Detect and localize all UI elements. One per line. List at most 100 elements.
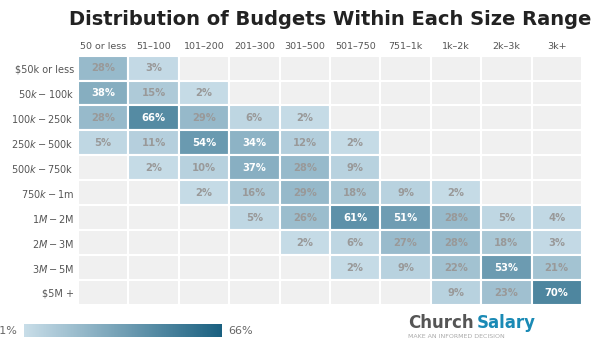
Bar xyxy=(280,280,330,305)
Bar xyxy=(330,230,380,255)
Text: 9%: 9% xyxy=(397,188,414,198)
Bar xyxy=(380,230,431,255)
Bar xyxy=(481,230,532,255)
Bar xyxy=(280,105,330,130)
Text: 10%: 10% xyxy=(192,163,216,173)
Bar xyxy=(128,255,179,280)
Text: 6%: 6% xyxy=(347,238,364,248)
Bar xyxy=(280,230,330,255)
Bar xyxy=(431,205,481,230)
Bar xyxy=(229,230,280,255)
Text: 18%: 18% xyxy=(494,238,518,248)
Bar xyxy=(380,180,431,205)
Bar xyxy=(179,255,229,280)
Text: 2%: 2% xyxy=(296,238,313,248)
Bar xyxy=(78,155,128,180)
Bar xyxy=(229,155,280,180)
Bar xyxy=(280,255,330,280)
Bar xyxy=(431,230,481,255)
Bar xyxy=(431,105,481,130)
Bar xyxy=(179,56,229,81)
Bar xyxy=(128,180,179,205)
Bar xyxy=(330,130,380,155)
Bar xyxy=(532,105,582,130)
Bar xyxy=(280,130,330,155)
Bar xyxy=(179,130,229,155)
Text: Church: Church xyxy=(408,314,473,332)
Bar xyxy=(128,130,179,155)
Text: 38%: 38% xyxy=(91,88,115,98)
Bar xyxy=(78,280,128,305)
Bar xyxy=(481,205,532,230)
Bar xyxy=(380,155,431,180)
Text: 12%: 12% xyxy=(293,138,317,148)
Text: 27%: 27% xyxy=(394,238,418,248)
Bar xyxy=(179,81,229,105)
Bar xyxy=(532,81,582,105)
Text: 6%: 6% xyxy=(246,113,263,123)
Text: 70%: 70% xyxy=(545,288,569,298)
Bar xyxy=(128,230,179,255)
Bar xyxy=(380,105,431,130)
Text: 2%: 2% xyxy=(196,88,212,98)
Bar xyxy=(330,81,380,105)
Text: 28%: 28% xyxy=(91,113,115,123)
Text: 11%: 11% xyxy=(142,138,166,148)
Bar xyxy=(431,180,481,205)
Text: 5%: 5% xyxy=(246,213,263,223)
Bar xyxy=(380,130,431,155)
Bar xyxy=(431,255,481,280)
Text: 9%: 9% xyxy=(347,163,364,173)
Bar xyxy=(532,56,582,81)
Bar xyxy=(179,105,229,130)
Text: 37%: 37% xyxy=(242,163,266,173)
Bar xyxy=(481,155,532,180)
Bar xyxy=(532,130,582,155)
Bar xyxy=(179,280,229,305)
Text: 53%: 53% xyxy=(494,263,518,273)
Bar xyxy=(78,56,128,81)
Text: 54%: 54% xyxy=(192,138,216,148)
Bar xyxy=(229,280,280,305)
Text: 9%: 9% xyxy=(448,288,464,298)
Bar xyxy=(532,155,582,180)
Bar xyxy=(229,81,280,105)
Text: 2%: 2% xyxy=(145,163,162,173)
Text: 29%: 29% xyxy=(192,113,216,123)
Text: MAKE AN INFORMED DECISION: MAKE AN INFORMED DECISION xyxy=(408,334,505,339)
Text: 2%: 2% xyxy=(196,188,212,198)
Bar xyxy=(229,130,280,155)
Bar xyxy=(128,81,179,105)
Bar xyxy=(380,205,431,230)
Text: 21%: 21% xyxy=(545,263,569,273)
Bar xyxy=(128,105,179,130)
Bar xyxy=(78,130,128,155)
Text: 28%: 28% xyxy=(91,63,115,73)
Text: 4%: 4% xyxy=(548,213,565,223)
Bar xyxy=(380,280,431,305)
Text: 2%: 2% xyxy=(448,188,464,198)
Bar xyxy=(481,255,532,280)
Bar xyxy=(128,56,179,81)
Bar xyxy=(481,105,532,130)
Bar xyxy=(481,56,532,81)
Text: 9%: 9% xyxy=(397,263,414,273)
Bar xyxy=(280,56,330,81)
Bar xyxy=(380,56,431,81)
Text: 2%: 2% xyxy=(347,138,364,148)
Text: 15%: 15% xyxy=(142,88,166,98)
Text: 3%: 3% xyxy=(145,63,162,73)
Text: 51%: 51% xyxy=(394,213,418,223)
Text: 3%: 3% xyxy=(548,238,565,248)
Bar xyxy=(330,56,380,81)
Bar xyxy=(128,205,179,230)
Bar xyxy=(179,180,229,205)
Bar xyxy=(330,205,380,230)
Bar xyxy=(532,230,582,255)
Bar xyxy=(229,180,280,205)
Bar xyxy=(229,205,280,230)
Bar xyxy=(229,255,280,280)
Text: <1%: <1% xyxy=(0,325,18,336)
Text: 66%: 66% xyxy=(142,113,166,123)
Bar xyxy=(431,56,481,81)
